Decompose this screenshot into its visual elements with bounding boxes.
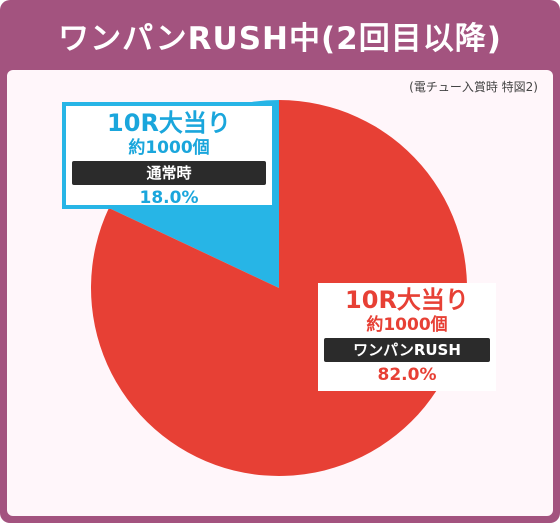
slice-round-text: 10R大当り xyxy=(345,286,469,314)
slice-name-pill: ワンパンRUSH xyxy=(324,338,490,362)
chart-title: ワンパンRUSH中(2回目以降) xyxy=(58,20,502,57)
slice-round-text: 10R大当り xyxy=(107,109,231,137)
slice-percent: 82.0% xyxy=(377,365,437,385)
title-bar: ワンパンRUSH中(2回目以降) xyxy=(7,7,553,63)
slice-percent: 18.0% xyxy=(139,188,199,208)
slice-payout-text: 約1000個 xyxy=(128,138,210,158)
slice-label-tsujoji: 10R大当り 約1000個 通常時 18.0% xyxy=(62,102,276,209)
source-note: (電チュー入賞時 特図2) xyxy=(409,80,538,94)
slice-payout-text: 約1000個 xyxy=(366,315,448,335)
slice-label-wanpan-rush: 10R大当り 約1000個 ワンパンRUSH 82.0% xyxy=(318,283,496,391)
slice-name-pill: 通常時 xyxy=(72,161,266,185)
